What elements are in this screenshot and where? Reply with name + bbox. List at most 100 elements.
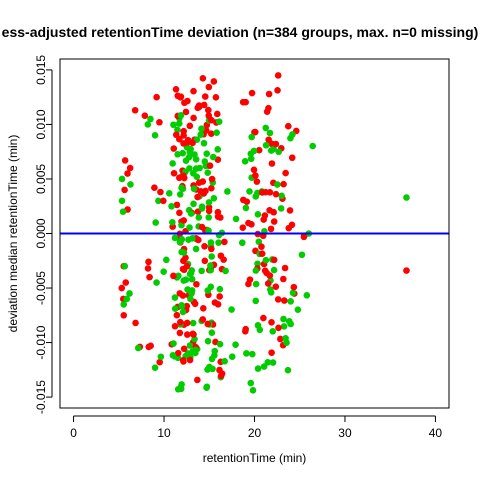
- data-point-green-16: [126, 290, 133, 297]
- data-point-red-406: [272, 190, 280, 198]
- data-point-green-228: [187, 295, 194, 303]
- data-point-green-451: [200, 139, 208, 147]
- data-point-green-423: [228, 306, 235, 313]
- data-point-red-49: [255, 146, 263, 154]
- data-point-red-170: [250, 166, 258, 174]
- data-point-green-391: [186, 224, 193, 231]
- data-point-red-352: [282, 169, 289, 177]
- data-point-green-217: [152, 219, 160, 226]
- data-point-red-32: [156, 118, 163, 126]
- data-point-green-129: [204, 287, 212, 294]
- data-point-green-171: [224, 188, 231, 195]
- data-point-red-218: [275, 324, 282, 332]
- data-point-green-344: [185, 153, 193, 161]
- data-point-red-337: [173, 201, 181, 209]
- y-axis-label: deviation median retentionTime (min): [6, 135, 20, 333]
- data-point-green-422: [174, 151, 181, 158]
- data-point-green-362: [178, 302, 185, 309]
- data-point-red-321: [156, 358, 163, 366]
- data-point-red-395: [266, 206, 273, 214]
- data-point-green-76: [252, 280, 260, 288]
- data-point-green-402: [260, 363, 268, 370]
- x-tick-label-1: 10: [157, 426, 171, 440]
- data-point-red-253: [179, 292, 187, 299]
- data-point-green-117: [175, 120, 183, 127]
- data-point-green-396: [134, 344, 142, 352]
- data-point-red-119: [121, 157, 129, 164]
- data-point-red-426: [239, 98, 247, 106]
- data-point-green-418: [205, 227, 212, 234]
- data-point-green-456: [205, 214, 213, 221]
- data-point-red-91: [126, 164, 134, 172]
- data-point-green-186: [201, 158, 209, 165]
- data-point-red-380: [216, 366, 223, 374]
- data-point-green-333: [186, 165, 193, 172]
- data-point-green-320: [189, 319, 197, 327]
- data-point-red-110: [261, 212, 269, 219]
- data-point-green-231: [211, 351, 218, 359]
- data-point-green-319: [121, 262, 129, 270]
- data-point-green-455: [192, 346, 199, 354]
- data-point-red-354: [206, 162, 214, 170]
- data-point-red-364: [221, 238, 228, 246]
- data-point-green-440: [277, 205, 285, 212]
- y-tick-label-6: 0.015: [34, 55, 48, 85]
- x-axis: 0 10 20 30 40: [70, 415, 442, 440]
- data-point-red-234: [190, 87, 197, 95]
- data-point-green-280: [209, 153, 217, 161]
- data-point-green-154: [198, 267, 205, 275]
- data-point-red-34: [260, 314, 267, 322]
- data-point-green-130: [254, 365, 262, 372]
- data-point-green-416: [262, 141, 270, 149]
- data-point-red-59: [170, 145, 178, 152]
- data-point-green-138: [195, 214, 203, 221]
- data-point-green-384: [208, 253, 215, 260]
- data-point-red-421: [204, 320, 212, 328]
- data-point-red-377: [183, 262, 191, 270]
- data-point-green-224: [256, 326, 264, 334]
- data-point-red-56: [251, 128, 258, 136]
- data-point-red-343: [263, 108, 271, 115]
- data-point-red-223: [281, 264, 289, 272]
- data-point-green-310: [170, 121, 177, 129]
- data-point-red-244: [258, 243, 265, 251]
- data-point-green-432: [171, 294, 179, 301]
- data-point-red-414: [246, 276, 254, 283]
- data-point-green-111: [144, 121, 152, 128]
- data-point-green-13: [169, 160, 176, 167]
- data-point-green-196: [171, 305, 179, 312]
- data-point-green-415: [280, 315, 287, 323]
- data-point-red-162: [174, 349, 182, 357]
- data-point-green-305: [205, 199, 213, 206]
- data-point-red-240: [205, 207, 213, 215]
- data-point-green-328: [177, 112, 185, 119]
- data-point-red-1: [284, 122, 292, 130]
- data-point-red-400: [270, 218, 278, 225]
- data-point-red-389: [205, 106, 212, 114]
- x-tick-label-2: 20: [248, 426, 262, 440]
- data-point-red-123: [131, 106, 139, 114]
- data-point-red-452: [120, 312, 128, 319]
- data-point-red-57: [274, 72, 282, 79]
- data-point-red-65: [266, 189, 274, 196]
- data-point-green-338: [178, 236, 186, 243]
- data-point-green-442: [252, 297, 260, 305]
- data-point-red-35: [153, 93, 160, 101]
- data-point-red-247: [160, 197, 167, 205]
- data-point-red-126: [268, 319, 275, 326]
- data-point-red-448: [258, 250, 266, 257]
- data-point-red-437: [170, 169, 178, 177]
- data-point-green-410: [289, 131, 296, 138]
- data-point-green-365: [192, 165, 200, 172]
- data-point-green-229: [232, 215, 240, 223]
- data-point-green-112: [303, 292, 311, 299]
- data-point-red-417: [176, 318, 184, 326]
- data-point-green-331: [188, 267, 196, 274]
- x-axis-label: retentionTime (min): [203, 451, 307, 465]
- data-point-red-122: [186, 122, 194, 130]
- data-point-red-300: [214, 213, 222, 220]
- data-point-red-358: [288, 154, 296, 162]
- data-point-red-381: [268, 349, 275, 357]
- data-point-red-264: [239, 196, 247, 204]
- data-point-red-434: [403, 267, 410, 274]
